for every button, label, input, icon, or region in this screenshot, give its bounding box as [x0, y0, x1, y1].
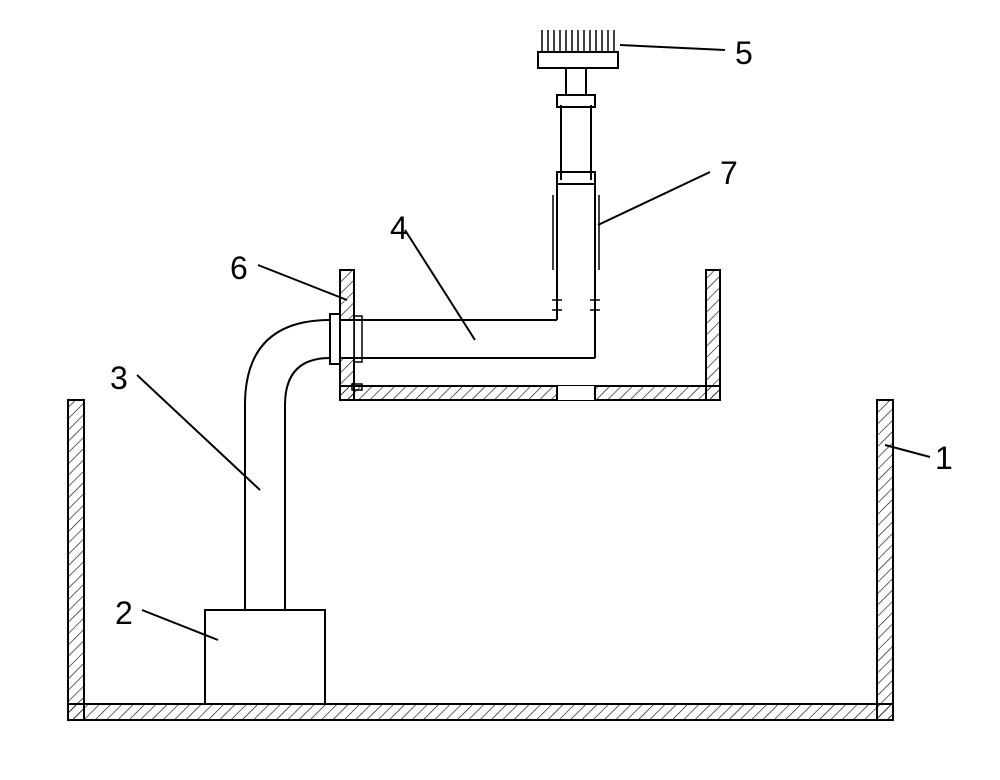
lower-pipe — [245, 314, 340, 610]
leader-lines — [137, 45, 930, 640]
outer-tank — [68, 400, 893, 720]
upper-pipe — [552, 95, 600, 358]
label-2: 2 — [115, 595, 133, 632]
brush-head — [538, 30, 618, 95]
label-3: 3 — [110, 360, 128, 397]
label-5: 5 — [735, 35, 753, 72]
label-6: 6 — [230, 250, 248, 287]
pump-box — [205, 610, 325, 704]
label-4: 4 — [390, 210, 408, 247]
label-7: 7 — [720, 155, 738, 192]
inner-tank — [340, 270, 720, 400]
diagram-svg — [0, 0, 1000, 780]
label-1: 1 — [935, 440, 953, 477]
